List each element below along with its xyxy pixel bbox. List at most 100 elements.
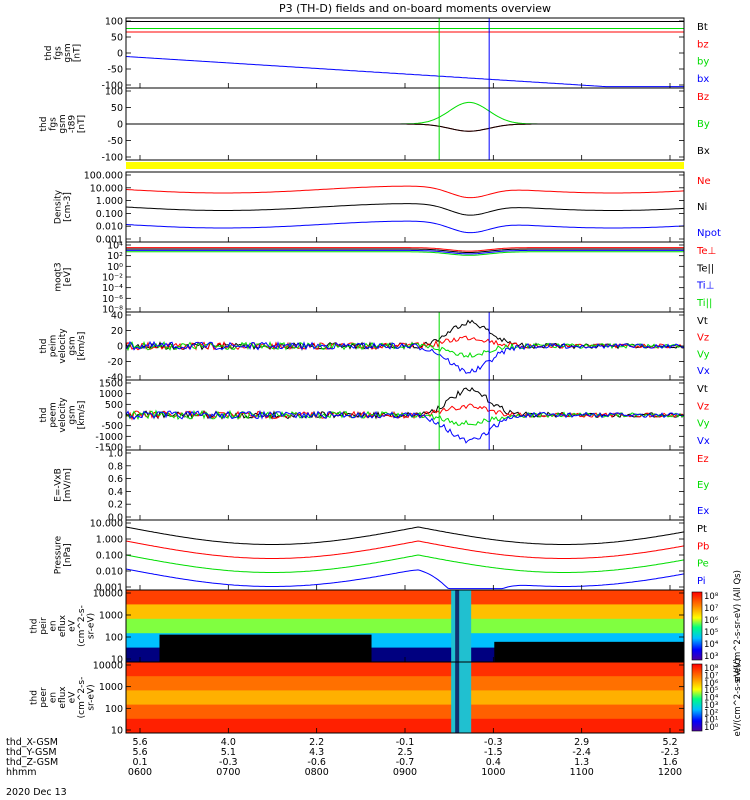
y-tick-label: 500 xyxy=(105,400,123,411)
figure-title: P3 (TH-D) fields and on-board moments ov… xyxy=(279,2,551,15)
y-tick-label: 100 xyxy=(105,633,123,644)
y-axis-label-line: Density xyxy=(53,189,63,224)
y-axis-label-line: thd xyxy=(39,408,49,423)
spectrogram-low-region xyxy=(159,634,372,662)
y-axis-label-line: fgs xyxy=(53,46,63,60)
y-tick-label: 10⁰ xyxy=(107,262,123,273)
legend-label: Ex xyxy=(697,506,709,517)
panel-7: 1.00.8 0.6 0.4 0.2 0.0 E=-VxB [mV/m] Ez Ey Ex xyxy=(53,449,709,524)
y-tick-label: 50 xyxy=(111,33,123,44)
trace-pb xyxy=(126,540,684,559)
colorbar-tick-label: 10⁶ xyxy=(704,616,719,626)
y-axis-label-line: [km/s] xyxy=(77,332,87,361)
y-tick-label: 0.100 xyxy=(96,551,123,562)
spectrogram-band xyxy=(126,718,684,733)
y-axis-label: thd peir en eflux eV (cm^2-s-sr-eV) xyxy=(30,605,97,647)
y-axis-label-line: gsm xyxy=(63,43,73,62)
y-axis-label: thd peer en eflux eV (cm^2-s-sr-eV) xyxy=(30,677,97,719)
status-bar xyxy=(126,162,684,169)
y-axis-label-line: gsm xyxy=(68,336,78,355)
x-axis-row-label: thd_Z-GSM xyxy=(6,757,58,768)
y-tick-label: 10 xyxy=(111,726,123,737)
colorbar-label: eV/(cm^2-s-sr-eV) (All Qs) xyxy=(733,570,743,682)
spectrogram-low-region xyxy=(494,641,684,662)
x-tick-label: 4.0 xyxy=(221,737,236,748)
y-axis-label-line: gsm xyxy=(58,114,68,133)
x-tick-label: 0600 xyxy=(128,767,152,778)
trace-vx xyxy=(126,409,684,444)
legend-label: Ne xyxy=(697,176,711,187)
y-axis-label-line: [km/s] xyxy=(77,401,87,430)
y-axis-label-line: thd xyxy=(39,339,49,354)
x-tick-label: 1.6 xyxy=(662,757,677,768)
x-tick-label: 1100 xyxy=(570,767,594,778)
trace-ne xyxy=(126,185,684,199)
x-tick-label: -0.7 xyxy=(396,757,415,768)
x-tick-label: 4.3 xyxy=(309,747,324,758)
y-tick-label: 0.001 xyxy=(96,583,123,594)
colorbar-tick-label: 10⁵ xyxy=(704,628,718,638)
trace-npot xyxy=(126,220,684,234)
trace-ti xyxy=(126,251,684,256)
trace-by xyxy=(126,101,684,125)
y-tick-label: 10 xyxy=(111,655,123,666)
colorbar-tick-label: 10⁴ xyxy=(704,640,719,650)
y-tick-label: 0 xyxy=(117,120,123,131)
y-axis-label: thd peem velocity gsm [km/s] xyxy=(39,397,87,433)
legend-label: by xyxy=(697,57,709,68)
legend-label: Te⊥ xyxy=(696,246,716,257)
y-tick-label: 0.100 xyxy=(96,209,123,220)
trace-pt xyxy=(126,526,684,545)
y-tick-label: 10000 xyxy=(93,589,123,600)
legend-label: Ti⊥ xyxy=(696,281,714,292)
colorbar-tick-label: 10² xyxy=(704,708,718,718)
y-axis-label: moqt3 [eV] xyxy=(53,262,73,291)
y-axis-label-line: peem xyxy=(49,402,59,428)
y-axis-label-line: [mV/m] xyxy=(63,468,73,502)
y-tick-label: 0.8 xyxy=(108,461,123,472)
trace-ti xyxy=(126,249,684,255)
trace-bx xyxy=(126,123,684,132)
y-tick-label: 1.000 xyxy=(96,196,123,207)
y-tick-label: 0.2 xyxy=(108,500,123,511)
panel-plot-area xyxy=(126,185,684,234)
spectrogram-gap xyxy=(451,662,472,733)
y-tick-label: 10000 xyxy=(93,661,123,672)
x-tick-label: 2.5 xyxy=(397,747,412,758)
panel-plot-area xyxy=(126,380,684,450)
x-tick-label: -0.3 xyxy=(219,757,238,768)
y-tick-label: 50 xyxy=(111,103,123,114)
panel-plot-area xyxy=(126,312,684,380)
panel-frame xyxy=(125,241,685,313)
trace-pe xyxy=(126,554,684,573)
colorbar-label-text: eV/(cm^2-s-sr-eV) (All Qs) xyxy=(733,570,743,682)
colorbar-tick-label: 10⁸ xyxy=(704,664,719,674)
trace-te xyxy=(126,247,684,252)
colorbar-tick-label: 10⁶ xyxy=(704,679,719,689)
y-tick-label: 0 xyxy=(117,411,123,422)
y-axis-label-line: thd xyxy=(44,46,54,61)
x-tick-label: -0.1 xyxy=(396,737,415,748)
y-axis-label: Density [cm-3] xyxy=(53,189,73,224)
legend-label: Vx xyxy=(697,366,710,377)
spectrogram-stripe xyxy=(455,590,460,662)
x-tick-label: 1000 xyxy=(481,767,505,778)
trace-vz xyxy=(126,403,684,421)
y-axis-label-line: fgs xyxy=(49,117,59,131)
legend-label: Bz xyxy=(697,92,709,103)
y-tick-label: 20 xyxy=(111,326,123,337)
y-axis-label: thd fgs gsm [nT] xyxy=(44,43,83,62)
y-tick-label: 10.000 xyxy=(90,183,123,194)
x-tick-label: 0.4 xyxy=(486,757,501,768)
colorbar-tick-label: 10⁴ xyxy=(704,694,719,704)
y-axis-label-line: eV xyxy=(68,691,78,704)
y-tick-label: 1000 xyxy=(99,682,123,693)
y-axis-label-line: velocity xyxy=(58,328,68,364)
y-axis-label-line: [eV] xyxy=(63,268,73,287)
y-axis-label-line: peim xyxy=(49,335,59,358)
x-tick-label: 1.3 xyxy=(574,757,589,768)
legend-label: Vt xyxy=(697,316,708,327)
y-axis-label-line: (cm^2-s- xyxy=(77,677,87,719)
x-tick-label: -0.6 xyxy=(307,757,326,768)
